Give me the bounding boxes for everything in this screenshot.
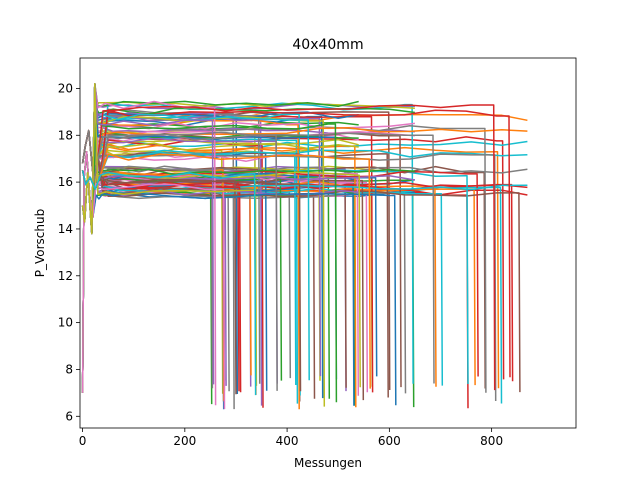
y-tick-label: 16	[58, 175, 73, 189]
series-line	[81, 165, 225, 402]
chart-title: 40x40mm	[292, 37, 363, 53]
x-tick-label: 200	[173, 434, 196, 448]
plot-area	[79, 57, 577, 429]
y-tick-label: 8	[65, 362, 73, 376]
series-layer	[81, 83, 528, 410]
y-tick-label: 14	[58, 222, 73, 236]
series-line	[81, 170, 214, 389]
x-tick-label: 400	[276, 434, 299, 448]
series-line	[81, 170, 257, 395]
series-line	[81, 165, 486, 389]
series-line	[81, 170, 521, 393]
series-line	[81, 124, 487, 393]
series-line	[81, 169, 469, 385]
y-tick-label: 10	[58, 316, 73, 330]
y-tick-label: 6	[65, 409, 73, 423]
x-tick-label: 800	[480, 434, 503, 448]
series-line	[81, 83, 257, 380]
y-tick-label: 18	[58, 128, 73, 142]
series-line	[81, 169, 225, 401]
series-line	[81, 170, 302, 392]
x-axis-label: Messungen	[294, 456, 362, 470]
y-tick-label: 20	[58, 81, 73, 95]
series-line	[81, 150, 226, 410]
series-line	[81, 122, 415, 393]
x-tick-label: 600	[378, 434, 401, 448]
x-axis: 0 200 400 600 800	[79, 428, 503, 448]
y-axis: 6 8 10 12 14 16 18 20	[58, 81, 80, 423]
y-axis-label: P_Vorschub	[33, 209, 47, 277]
axes-frame	[79, 57, 577, 429]
x-tick-label: 0	[79, 434, 87, 448]
y-tick-label: 12	[58, 269, 73, 283]
series-line	[81, 170, 257, 396]
series-line	[81, 129, 278, 391]
